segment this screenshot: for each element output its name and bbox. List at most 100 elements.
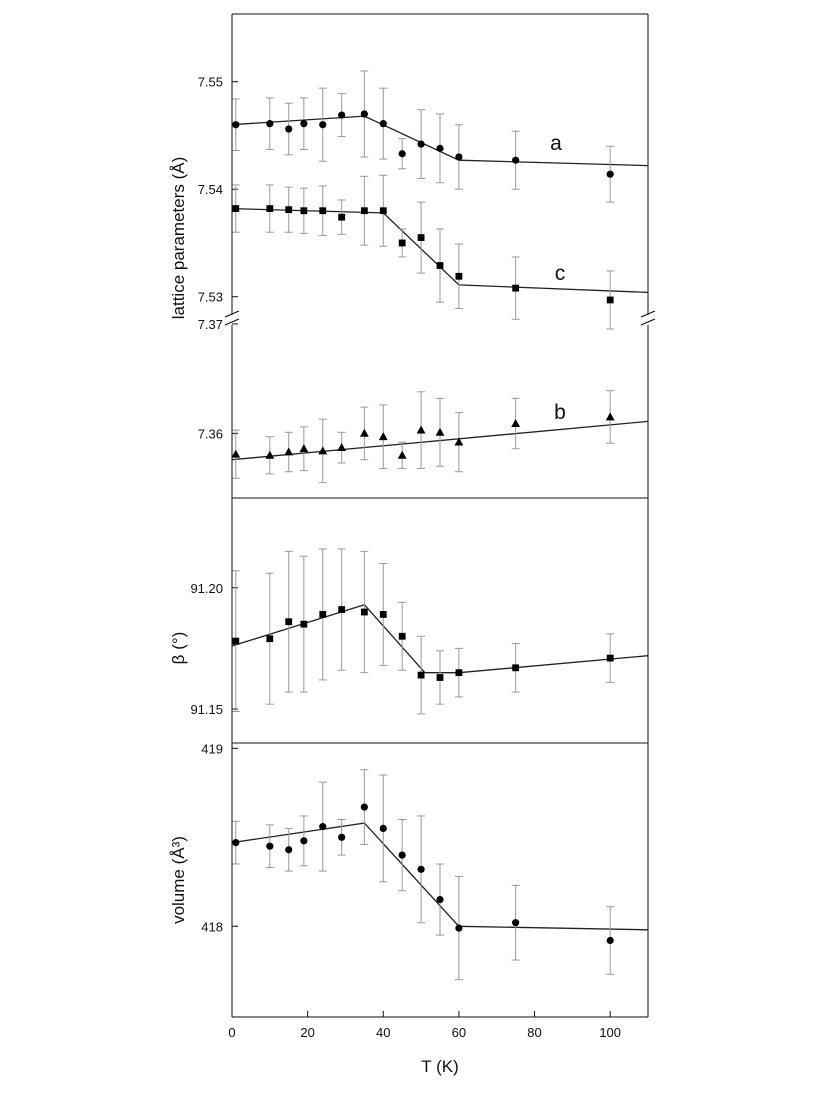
panel-lattice-b: 7.36 7.37 <box>198 317 649 484</box>
y-tick-label-lattice-ac: 7.54 <box>198 182 223 197</box>
data-point-volume <box>398 851 406 859</box>
data-point-a <box>232 121 240 129</box>
fit-line-a <box>231 115 649 167</box>
data-point-b <box>378 432 388 441</box>
x-tick-label: 40 <box>376 1025 390 1040</box>
data-point-b <box>284 447 294 456</box>
data-point-beta <box>417 671 425 679</box>
axis-break-right-icon <box>640 310 656 326</box>
data-point-a <box>266 120 274 128</box>
data-point-b <box>337 443 347 452</box>
data-point-volume <box>417 865 425 873</box>
data-point-a <box>379 120 387 128</box>
data-point-c <box>360 207 368 215</box>
data-point-b <box>265 450 275 459</box>
x-tick-label: 20 <box>300 1025 314 1040</box>
data-point-a <box>300 120 308 128</box>
data-point-c <box>338 213 346 221</box>
data-point-b <box>299 444 309 453</box>
data-point-b <box>231 449 241 458</box>
axis-break-left-icon <box>224 310 240 326</box>
x-tick-label: 80 <box>527 1025 541 1040</box>
data-point-b <box>397 450 407 459</box>
data-point-volume <box>512 919 520 927</box>
data-point-c <box>417 234 425 241</box>
data-point-beta <box>338 606 346 613</box>
x-tick-label: 0 <box>228 1025 235 1040</box>
data-point-c <box>379 207 387 215</box>
y-tick-label-lattice-ac: 7.55 <box>198 75 223 90</box>
y-tick-label-volume: 418 <box>201 919 223 934</box>
data-point-volume <box>338 833 346 841</box>
fit-line-volume <box>231 822 649 931</box>
data-point-b <box>605 412 615 421</box>
data-point-c <box>300 207 308 215</box>
data-point-a <box>398 150 406 158</box>
data-point-beta <box>285 618 293 626</box>
x-tick-label: 100 <box>599 1025 621 1040</box>
y-tick-label-volume: 419 <box>201 741 223 756</box>
x-axis-title: T (K) <box>421 1057 458 1076</box>
data-point-beta <box>606 654 614 662</box>
data-point-c <box>455 272 463 280</box>
data-point-c <box>266 205 274 212</box>
y-axis-title-lattice: lattice parameters (Å) <box>169 157 188 320</box>
data-point-b <box>454 437 464 446</box>
data-point-c <box>512 284 520 292</box>
data-point-a <box>455 153 463 161</box>
panels-layer: 7.53 7.54 7.55 7.36 7.37 91.15 91.20 418 419 <box>190 70 649 981</box>
data-point-volume <box>379 824 387 833</box>
plot-frame <box>224 13 656 1018</box>
data-point-beta <box>379 611 387 618</box>
y-tick-label-beta: 91.20 <box>190 581 223 596</box>
panel-volume: 418 419 <box>201 741 649 981</box>
data-point-volume <box>285 846 293 854</box>
data-point-c <box>319 207 327 215</box>
y-tick-label-lattice-ac: 7.53 <box>198 290 223 305</box>
series-label-b: b <box>554 401 566 424</box>
y-tick-label-lattice-b: 7.36 <box>198 426 223 441</box>
data-point-a <box>606 170 614 178</box>
data-point-beta <box>398 632 406 640</box>
data-point-b <box>416 425 426 434</box>
data-point-volume <box>436 895 444 904</box>
data-point-c <box>398 239 406 247</box>
data-point-volume <box>300 837 308 845</box>
data-point-b <box>511 418 521 427</box>
data-point-a <box>417 140 425 148</box>
x-tick-label: 60 <box>452 1025 466 1040</box>
data-point-beta <box>266 635 274 643</box>
data-point-volume <box>360 803 368 811</box>
data-point-beta <box>436 674 444 681</box>
data-point-c <box>436 262 444 269</box>
data-point-a <box>285 125 293 133</box>
data-point-beta <box>300 620 308 628</box>
data-point-a <box>360 110 368 118</box>
data-point-a <box>319 121 327 129</box>
data-point-beta <box>319 611 327 618</box>
series-label-a: a <box>550 132 562 155</box>
data-point-a <box>338 111 346 119</box>
y-tick-label-lattice-b: 7.37 <box>198 317 223 332</box>
panel-lattice-ac: 7.53 7.54 7.55 <box>198 70 649 330</box>
fit-line-beta <box>231 603 649 674</box>
data-point-a <box>512 156 520 164</box>
y-axis-title-beta: β (°) <box>169 632 188 665</box>
data-point-volume <box>232 839 240 847</box>
data-point-volume <box>319 823 327 831</box>
data-point-volume <box>606 936 614 945</box>
data-point-beta <box>232 637 240 645</box>
y-axis-title-volume: volume (Å³) <box>169 836 188 924</box>
panel-beta: 91.15 91.20 <box>190 548 649 717</box>
data-point-c <box>232 205 240 212</box>
data-point-c <box>606 296 614 304</box>
y-tick-label-beta: 91.15 <box>190 702 223 717</box>
data-point-b <box>359 428 369 437</box>
data-point-b <box>435 427 445 436</box>
data-point-b <box>318 446 328 455</box>
data-point-beta <box>455 669 463 677</box>
data-point-beta <box>360 608 368 616</box>
data-point-beta <box>512 664 520 672</box>
x-axis: 0 20 40 60 80 100 <box>228 1011 621 1040</box>
